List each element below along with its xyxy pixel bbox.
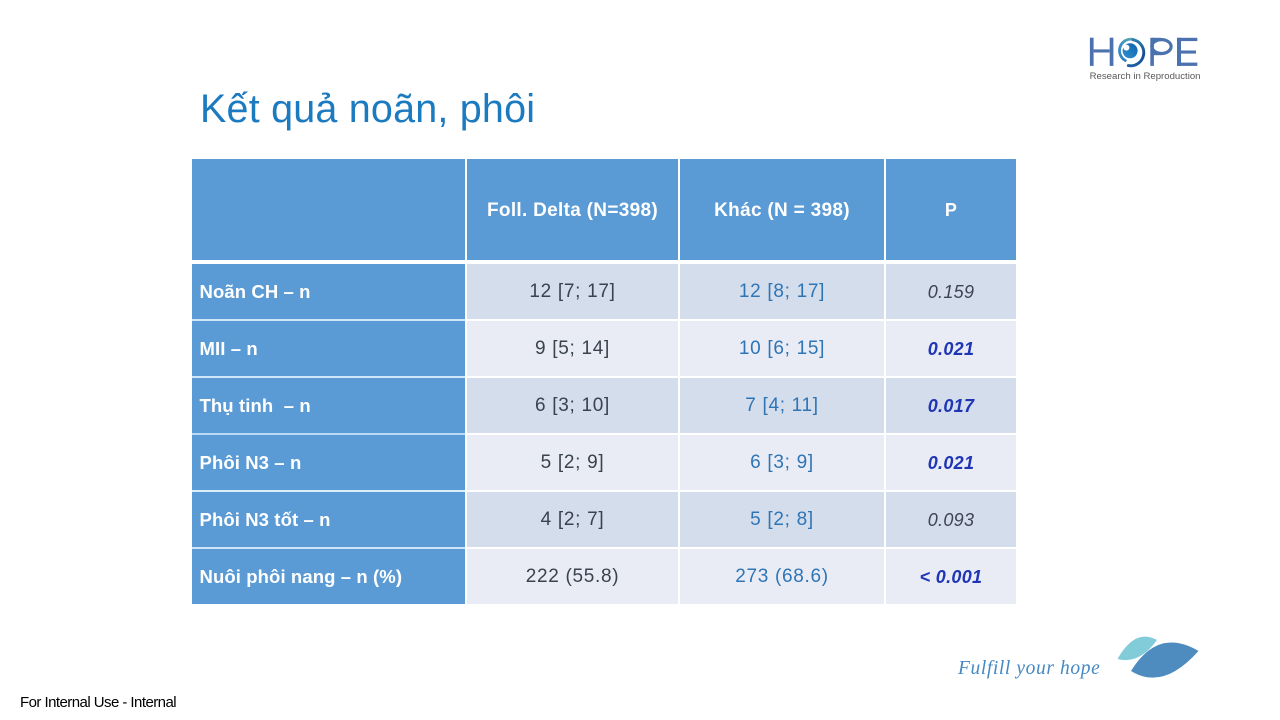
svg-text:Research in Reproduction: Research in Reproduction (1090, 71, 1201, 82)
